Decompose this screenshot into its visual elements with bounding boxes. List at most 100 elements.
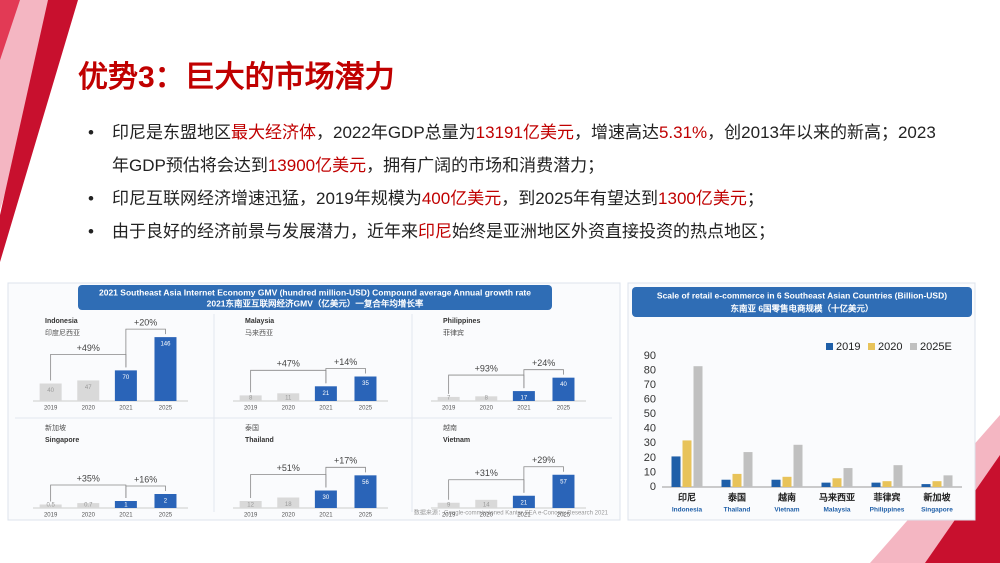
- panel-subtitle: 印度尼西亚: [45, 328, 80, 337]
- bar: [239, 501, 262, 508]
- bar: [882, 481, 892, 487]
- bar: [354, 475, 377, 508]
- growth-label: +31%: [475, 468, 498, 478]
- x-tick-label-en: Thailand: [724, 507, 751, 514]
- legend-label: 2019: [836, 341, 860, 353]
- bar: [77, 503, 100, 508]
- growth-label: +49%: [77, 343, 100, 353]
- year-label: 2019: [244, 406, 258, 412]
- growth-bracket: [125, 328, 166, 368]
- growth-label: +47%: [277, 359, 300, 369]
- bar: [921, 484, 931, 487]
- year-label: 2021: [517, 513, 531, 519]
- x-tick-label-en: Malaysia: [823, 507, 850, 514]
- year-label: 2025: [557, 406, 571, 412]
- highlight-text: 最大经济体: [231, 123, 316, 142]
- year-label: 2025: [359, 513, 373, 519]
- bar-value: 1: [124, 503, 128, 509]
- bar-value: 40: [560, 382, 567, 388]
- year-label: 2020: [480, 513, 494, 519]
- panel-title: Thailand: [245, 437, 274, 444]
- bullet-text: 由于良好的经济前景与发展潜力，近年来: [112, 222, 418, 241]
- year-label: 2020: [480, 406, 494, 412]
- growth-bracket: [325, 368, 366, 384]
- bar-value: 7: [447, 396, 451, 402]
- highlight-text: 5.31%: [658, 123, 708, 142]
- year-label: 2021: [517, 406, 531, 412]
- bar: [77, 380, 100, 401]
- bar-value: 18: [285, 502, 292, 508]
- y-tick-label: 0: [650, 481, 656, 493]
- growth-bracket: [325, 466, 366, 488]
- bullet-text: ，2022年GDP总量为: [316, 123, 476, 142]
- bar: [932, 481, 942, 487]
- year-label: 2020: [82, 513, 96, 519]
- y-tick-label: 60: [644, 394, 656, 406]
- bar-value: 8: [249, 396, 253, 402]
- bar-value: 12: [247, 503, 254, 509]
- y-tick-label: 20: [644, 452, 656, 464]
- bar-value: 8: [485, 396, 489, 402]
- bullet-text: ，拥有广阔的市场和消费潜力；: [366, 156, 605, 175]
- corner-shape: [0, 0, 20, 60]
- x-tick-label: 越南: [777, 491, 796, 502]
- bar: [314, 490, 337, 508]
- highlight-text: 400亿美元: [421, 189, 502, 208]
- panel-subtitle: 新加坡: [45, 423, 66, 432]
- growth-label: +14%: [334, 357, 357, 367]
- bullet: 印尼互联网经济增速迅猛，2019年规模为400亿美元，到2025年有望达到130…: [88, 182, 943, 215]
- bar: [721, 479, 731, 487]
- bar: [821, 482, 831, 487]
- growth-bracket: [523, 466, 564, 493]
- bar-value: 11: [285, 396, 292, 402]
- bar: [682, 440, 692, 487]
- panel-title: Malaysia: [245, 318, 274, 325]
- y-tick-label: 30: [644, 437, 656, 449]
- bar-value: 40: [47, 388, 54, 394]
- legend-swatch: [826, 343, 833, 350]
- bar: [512, 495, 535, 508]
- bar: [314, 386, 337, 401]
- year-label: 2025: [557, 513, 571, 519]
- x-tick-label-en: Indonesia: [672, 507, 703, 514]
- highlight-text: 13191亿美元: [475, 123, 574, 142]
- panel-title: Vietnam: [443, 437, 470, 444]
- bar: [793, 444, 803, 487]
- x-tick-label: 菲律宾: [873, 491, 900, 502]
- bar-value: 0.5: [46, 503, 55, 509]
- bar: [732, 473, 742, 487]
- growth-label: +51%: [277, 463, 300, 473]
- panel-subtitle: 越南: [443, 423, 457, 432]
- bullet: 由于良好的经济前景与发展潜力，近年来印尼始终是亚洲地区外资直接投资的热点地区；: [88, 215, 943, 248]
- chart-subtitle: 东南亚 6国零售电商规模（十亿美元）: [730, 303, 873, 313]
- slide-title: 优势3：巨大的市场潜力: [78, 61, 395, 94]
- panel-subtitle: 泰国: [245, 423, 259, 432]
- growth-label: +93%: [475, 363, 498, 373]
- bar: [39, 383, 62, 401]
- x-tick-label: 新加坡: [923, 491, 951, 502]
- x-tick-label-en: Philippines: [870, 507, 905, 514]
- bar: [693, 366, 703, 487]
- y-tick-label: 40: [644, 423, 656, 435]
- bar-value: 0.7: [84, 503, 93, 509]
- x-tick-label: 马来西亚: [819, 491, 855, 502]
- bar-value: 35: [362, 381, 369, 387]
- x-tick-label-en: Singapore: [921, 507, 953, 514]
- bar-value: 47: [85, 385, 92, 391]
- y-tick-label: 90: [644, 350, 656, 362]
- bar-value: 57: [560, 479, 567, 485]
- legend-label: 2020: [878, 341, 902, 353]
- y-tick-label: 50: [644, 408, 656, 420]
- panel-title: Singapore: [45, 437, 79, 444]
- legend-swatch: [868, 343, 875, 350]
- y-tick-label: 80: [644, 364, 656, 376]
- growth-bracket: [523, 369, 564, 389]
- year-label: 2020: [282, 513, 296, 519]
- bar-value: 21: [521, 500, 528, 506]
- bar-value: 56: [362, 480, 369, 486]
- bar: [114, 501, 137, 508]
- bar: [475, 396, 498, 401]
- bar: [843, 468, 853, 487]
- year-label: 2020: [282, 406, 296, 412]
- growth-bracket: [125, 485, 166, 498]
